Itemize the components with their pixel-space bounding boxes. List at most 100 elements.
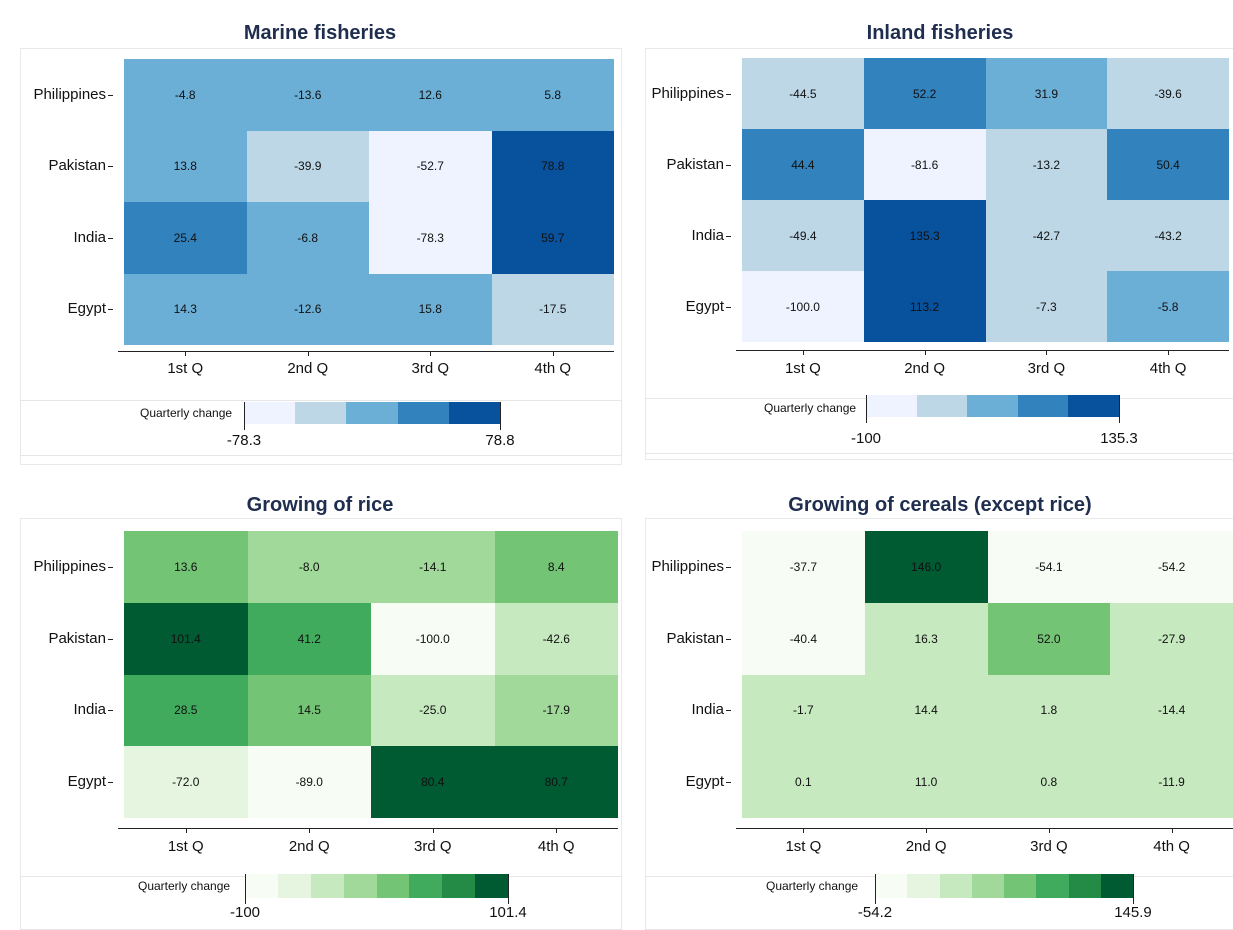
legend-swatch [1068, 395, 1120, 417]
row-tick [108, 566, 113, 568]
column-tick [432, 828, 434, 833]
column-tick [185, 351, 187, 356]
row-label: India [73, 228, 106, 246]
legend-swatch [1068, 874, 1102, 898]
heatmap-cell: 101.4 [124, 602, 248, 675]
column-label: 3rd Q [1030, 838, 1068, 855]
column-tick [185, 828, 187, 833]
column-tick [552, 351, 554, 356]
column-tick [926, 828, 928, 833]
legend-swatch [907, 874, 940, 898]
legend-max-label: 145.9 [1114, 904, 1152, 921]
column-tick [924, 350, 926, 355]
heatmap-cell: -12.6 [246, 273, 369, 345]
legend-swatch [343, 874, 377, 898]
heatmap-cell: -13.6 [246, 59, 369, 131]
heatmap-cell: -54.1 [987, 531, 1111, 603]
column-label: 4th Q [537, 838, 575, 855]
heatmap-cell: -14.4 [1110, 674, 1233, 747]
chart-title: Marine fisheries [243, 22, 397, 44]
column-label: 1st Q [784, 360, 821, 377]
heatmap-cell: -100.0 [742, 271, 864, 342]
heatmap-cell: -27.9 [1110, 602, 1233, 675]
heatmap-cell: -14.1 [371, 531, 495, 603]
heatmap-cell: 0.8 [987, 746, 1111, 818]
heatmap-cell: 80.4 [371, 746, 495, 818]
heatmap-cell: 15.8 [369, 273, 492, 345]
row-label: India [73, 701, 106, 719]
panel-frame [645, 48, 1233, 460]
column-tick [556, 828, 558, 833]
row-tick [108, 309, 113, 311]
column-label: 4th Q [1153, 838, 1190, 855]
column-label: 2nd Q [288, 838, 330, 855]
heatmap-cell: -49.4 [742, 200, 864, 271]
heatmap-cell: -7.3 [985, 271, 1108, 342]
column-tick [1046, 350, 1048, 355]
heatmap-cell: 59.7 [491, 202, 614, 274]
heatmap-cell: -44.5 [742, 58, 864, 129]
legend-max-label: 78.8 [485, 432, 515, 449]
legend-swatch [1100, 874, 1134, 898]
legend-swatch [971, 874, 1005, 898]
heatmap-cell: -8.0 [247, 531, 371, 603]
heatmap-cell: -37.7 [742, 531, 865, 603]
row-label: Pakistan [48, 157, 106, 175]
heatmap-cell: -5.8 [1107, 271, 1229, 342]
legend-swatch [1036, 874, 1069, 898]
legend-min-label: -100 [850, 430, 882, 447]
row-label: Pakistan [48, 629, 106, 647]
heatmap-cell: -42.6 [494, 602, 618, 675]
legend-swatch [875, 874, 908, 898]
heatmap-cell: -100.0 [371, 602, 495, 675]
chart-title: Growing of rice [246, 494, 394, 516]
legend-min-label: -78.3 [226, 432, 262, 449]
row-label: Philippines [651, 557, 724, 575]
legend-swatch [295, 402, 347, 424]
heatmap-cell: 135.3 [863, 200, 986, 271]
heatmap-cell: 50.4 [1107, 129, 1229, 200]
heatmap-cell: 14.5 [247, 674, 371, 747]
column-label: 2nd Q [287, 360, 329, 377]
legend-max-label: 135.3 [1100, 430, 1138, 447]
column-tick [430, 351, 432, 356]
heatmap-cell: 13.6 [124, 531, 248, 603]
legend-swatch [448, 402, 501, 424]
heatmap-cell: -89.0 [247, 746, 371, 818]
heatmap-cell: 14.3 [124, 273, 247, 345]
row-tick [108, 638, 113, 640]
legend-max-label: 101.4 [489, 904, 527, 921]
row-label: Philippines [651, 84, 724, 102]
row-label: Egypt [685, 297, 724, 315]
heatmap-cell: -43.2 [1107, 200, 1229, 271]
heatmap-cell: -54.2 [1110, 531, 1233, 603]
legend-title: Quarterly change [140, 406, 233, 420]
heatmap-cell: 14.4 [864, 674, 988, 747]
heatmap-cell: -17.9 [494, 674, 618, 747]
legend-swatch [939, 874, 973, 898]
row-tick [726, 235, 731, 237]
legend-swatch [967, 395, 1019, 417]
heatmap-cell: 5.8 [491, 59, 614, 131]
heatmap-cell: 28.5 [124, 674, 248, 747]
column-tick [802, 350, 804, 355]
column-label: 4th Q [534, 360, 572, 377]
heatmap-cell: 41.2 [247, 602, 371, 675]
legend-swatch [245, 874, 279, 898]
column-label: 1st Q [167, 360, 204, 377]
legend-swatch [916, 395, 968, 417]
column-label: 3rd Q [1027, 360, 1066, 377]
heatmap-cell: -13.2 [985, 129, 1108, 200]
row-tick [726, 306, 731, 308]
legend-tick-max [508, 874, 509, 904]
panel-frame [20, 48, 622, 465]
column-tick [307, 351, 309, 356]
row-label: India [691, 701, 724, 719]
row-label: Egypt [67, 300, 106, 318]
heatmap-cell: 16.3 [864, 602, 988, 675]
legend-swatch [310, 874, 345, 898]
column-tick [803, 828, 805, 833]
legend-swatch [1017, 395, 1069, 417]
chart-title: Growing of cereals (except rice) [788, 494, 1092, 516]
row-tick [108, 710, 113, 712]
